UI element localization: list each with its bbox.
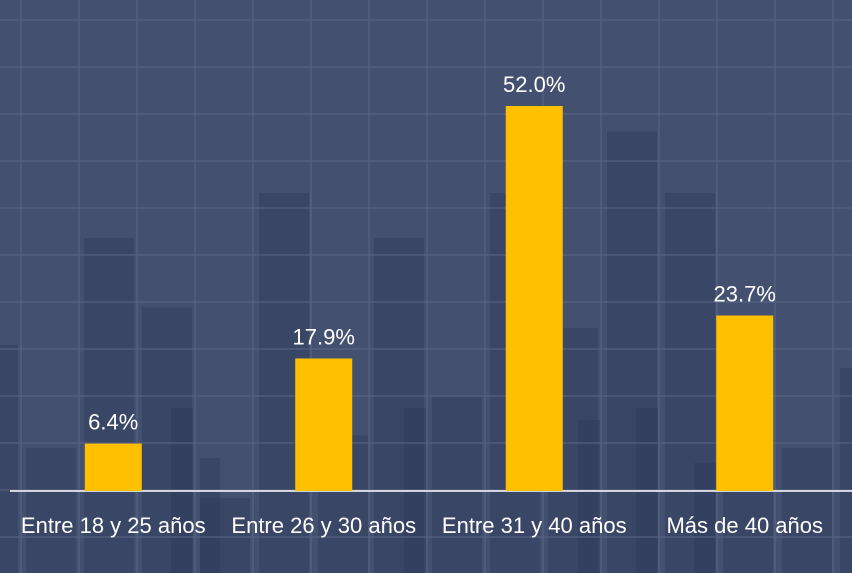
value-label: 52.0% [503,72,565,97]
bar [716,316,773,491]
value-label: 6.4% [88,410,138,435]
page: {"chart_data": {"type": "bar", "categori… [0,0,852,573]
chart: 6.4% 17.9% 52.0% 23.7% [0,0,852,573]
value-label: 17.9% [293,324,355,349]
value-label: 23.7% [714,282,776,307]
bar [295,358,352,491]
x-tick-label: Entre 18 y 25 años [10,512,216,539]
x-tick-label: Más de 40 años [642,512,848,539]
bar [85,444,142,491]
bar [506,106,563,491]
x-tick-label: Entre 31 y 40 años [431,512,637,539]
x-tick-label: Entre 26 y 30 años [221,512,427,539]
